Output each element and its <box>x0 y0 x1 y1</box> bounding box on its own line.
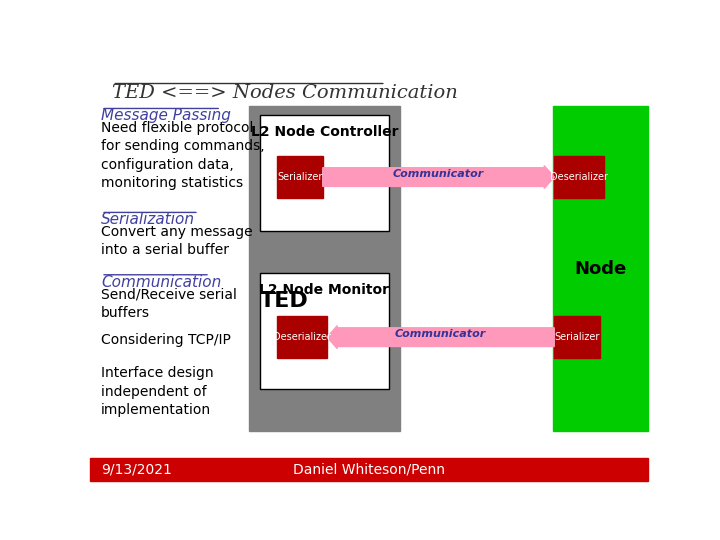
Text: Serialization: Serialization <box>101 212 195 227</box>
FancyArrow shape <box>327 326 554 349</box>
Text: Send/Receive serial
buffers: Send/Receive serial buffers <box>101 287 237 320</box>
Text: Convert any message
into a serial buffer: Convert any message into a serial buffer <box>101 225 253 257</box>
Text: Communicator: Communicator <box>393 168 484 179</box>
Text: Serializer: Serializer <box>554 332 600 342</box>
Bar <box>90 458 648 481</box>
Text: Communicator: Communicator <box>395 329 486 339</box>
Bar <box>277 156 323 198</box>
Text: TED <==> Nodes Communication: TED <==> Nodes Communication <box>112 84 458 102</box>
Bar <box>249 106 400 431</box>
Text: TED: TED <box>260 291 309 311</box>
Text: L2 Node Monitor: L2 Node Monitor <box>259 283 390 297</box>
Text: Communication: Communication <box>101 275 222 290</box>
Text: Deserializer: Deserializer <box>273 332 331 342</box>
Text: Deserializer: Deserializer <box>550 172 608 182</box>
FancyArrow shape <box>323 166 554 188</box>
Text: Message Passing: Message Passing <box>101 109 231 124</box>
Text: Considering TCP/IP: Considering TCP/IP <box>101 333 231 347</box>
Text: Node: Node <box>575 260 626 278</box>
Bar <box>553 106 648 431</box>
Text: Need flexible protocol
for sending commands,
configuration data,
monitoring stat: Need flexible protocol for sending comma… <box>101 121 265 190</box>
Bar <box>277 316 327 358</box>
Bar <box>260 114 389 231</box>
Text: Daniel Whiteson/Penn: Daniel Whiteson/Penn <box>293 462 445 476</box>
Text: 9/13/2021: 9/13/2021 <box>101 462 172 476</box>
Text: Serializer: Serializer <box>277 172 323 182</box>
Bar <box>260 273 389 389</box>
Bar <box>554 156 605 198</box>
Text: L2 Node Controller: L2 Node Controller <box>251 125 398 139</box>
Text: Interface design
independent of
implementation: Interface design independent of implemen… <box>101 366 214 417</box>
Bar <box>554 316 600 358</box>
